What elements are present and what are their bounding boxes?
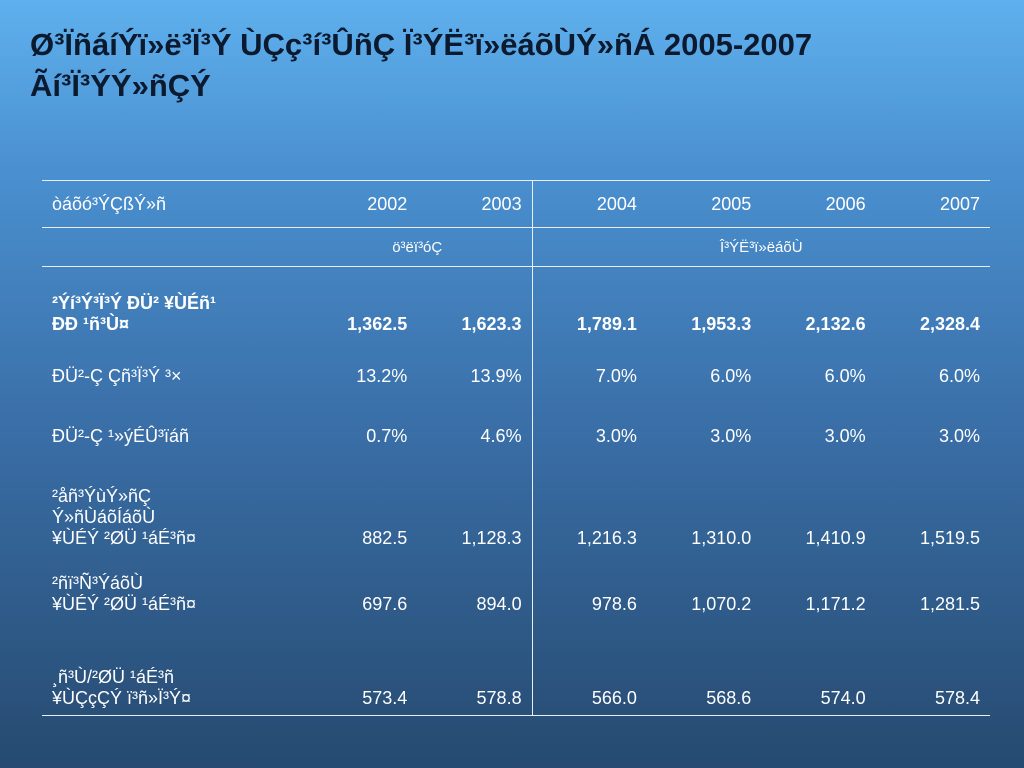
- header-row: òáõó³ÝÇßÝ»ñ 2002 2003 2004 2005 2006 200…: [42, 180, 990, 228]
- header-label: òáõó³ÝÇßÝ»ñ: [42, 180, 303, 228]
- row-label: ¸ñ³Ù/²ØÜ ¹áÉ³ñ ¥ÙÇçÇÝ ï³ñ»Ï³Ý¤: [42, 619, 303, 716]
- cell: 1,789.1: [576, 314, 637, 334]
- group-row: ö³ëï³óÇ Î³ÝË³ï»ëáõÙ: [42, 227, 990, 267]
- row-label: ÐÜ²-Ç Çñ³Ï³Ý ³×: [52, 366, 182, 386]
- slide-title-line-1: Ø³ÏñáíÝï»ë³Ï³Ý ÙÇç³í³ÛñÇ Ï³ÝË³ï»ëáõÙÝ»ñÁ…: [30, 27, 813, 62]
- cell: 1,953.3: [691, 314, 752, 334]
- row-label: ²Ýí³Ý³Ï³Ý ÐÜ² ¥ÙÉñ¹ ÐÐ ¹ñ³Ù¤: [52, 293, 216, 334]
- cell: 13.9%: [417, 337, 533, 391]
- table-row: ²Ýí³Ý³Ï³Ý ÐÜ² ¥ÙÉñ¹ ÐÐ ¹ñ³Ù¤ 1,362.5 1,6…: [42, 266, 990, 337]
- cell: 2,132.6: [805, 314, 866, 334]
- table-row: ÐÜ²-Ç ¹»ýÉÛ³ïáñ 0.7% 4.6% 3.0% 3.0% 3.0%…: [42, 391, 990, 451]
- row-label: ²åñ³ÝùÝ»ñÇ Ý»ñÙáõÍáõÙ ¥ÙÉÝ ²ØÜ ¹áÉ³ñ¤: [52, 486, 197, 548]
- forecast-table: òáõó³ÝÇßÝ»ñ 2002 2003 2004 2005 2006 200…: [42, 180, 990, 716]
- year-header: 2006: [761, 180, 876, 228]
- cell: 573.4: [302, 619, 418, 716]
- cell: 1,128.3: [417, 451, 533, 551]
- group-actual: ö³ëï³óÇ: [302, 227, 533, 267]
- cell: 1,410.9: [805, 528, 866, 548]
- cell: 1,216.3: [576, 528, 637, 548]
- year-header: 2004: [532, 180, 647, 228]
- cell: 1,310.0: [691, 528, 752, 548]
- row-label: ²ñï³Ñ³ÝáõÙ ¥ÙÉÝ ²ØÜ ¹áÉ³ñ¤: [52, 573, 197, 614]
- table-row: ¸ñ³Ù/²ØÜ ¹áÉ³ñ ¥ÙÇçÇÝ ï³ñ»Ï³Ý¤ 573.4 578…: [42, 619, 990, 716]
- cell: 697.6: [362, 594, 408, 614]
- cell: 978.6: [591, 594, 637, 614]
- table-row: ²ñï³Ñ³ÝáõÙ ¥ÙÉÝ ²ØÜ ¹áÉ³ñ¤ 697.6 894.0 9…: [42, 551, 990, 619]
- cell: 2,328.4: [919, 314, 980, 334]
- slide-title-line-2: Ãí³Ï³ÝÝ»ñÇÝ: [30, 68, 211, 103]
- cell: 578.8: [417, 619, 533, 716]
- cell: 578.4: [875, 619, 990, 716]
- cell: 1,519.5: [919, 528, 980, 548]
- table-row: ²åñ³ÝùÝ»ñÇ Ý»ñÙáõÍáõÙ ¥ÙÉÝ ²ØÜ ¹áÉ³ñ¤ 88…: [42, 451, 990, 551]
- year-header: 2007: [875, 180, 990, 228]
- cell: 3.0%: [710, 426, 752, 446]
- cell: 1,171.2: [805, 594, 866, 614]
- cell: 0.7%: [366, 426, 408, 446]
- cell: 568.6: [646, 619, 762, 716]
- cell: 574.0: [761, 619, 876, 716]
- row-label: ÐÜ²-Ç ¹»ýÉÛ³ïáñ: [52, 426, 190, 446]
- cell: 6.0%: [710, 366, 752, 386]
- cell: 6.0%: [938, 366, 980, 386]
- cell: 6.0%: [824, 366, 866, 386]
- cell: 3.0%: [595, 426, 637, 446]
- table-row: ÐÜ²-Ç Çñ³Ï³Ý ³× 13.2% 13.9% 7.0% 6.0% 6.…: [42, 337, 990, 391]
- group-forecast: Î³ÝË³ï»ëáõÙ: [532, 227, 990, 267]
- cell: 1,362.5: [347, 314, 408, 334]
- cell: 1,623.3: [417, 266, 533, 337]
- cell: 566.0: [532, 619, 647, 716]
- cell: 4.6%: [417, 391, 533, 451]
- slide-title: Ø³ÏñáíÝï»ë³Ï³Ý ÙÇç³í³ÛñÇ Ï³ÝË³ï»ëáõÙÝ»ñÁ…: [30, 24, 990, 106]
- cell: 3.0%: [824, 426, 866, 446]
- cell: 882.5: [362, 528, 408, 548]
- cell: 7.0%: [595, 366, 637, 386]
- year-header: 2005: [646, 180, 762, 228]
- cell: 13.2%: [356, 366, 408, 386]
- cell: 3.0%: [938, 426, 980, 446]
- cell: 894.0: [417, 551, 533, 619]
- cell: 1,070.2: [691, 594, 752, 614]
- year-header: 2002: [302, 180, 418, 228]
- cell: 1,281.5: [919, 594, 980, 614]
- year-header: 2003: [417, 180, 533, 228]
